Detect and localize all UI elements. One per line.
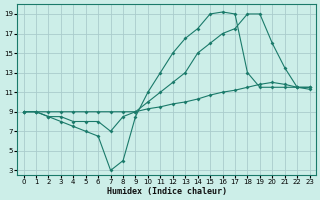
X-axis label: Humidex (Indice chaleur): Humidex (Indice chaleur) [107,187,227,196]
